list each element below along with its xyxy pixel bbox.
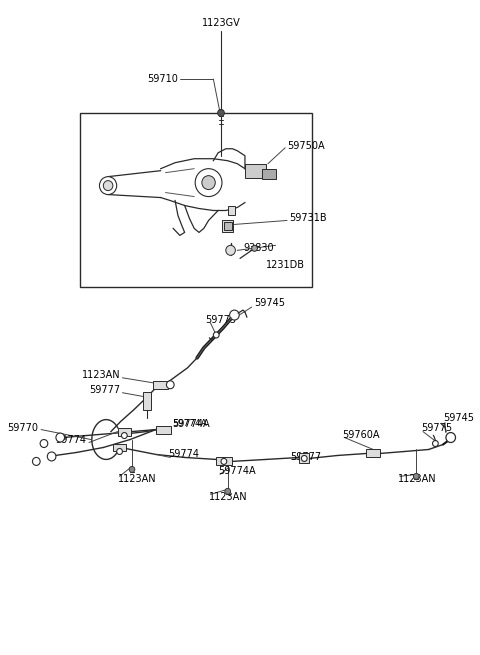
- Bar: [153, 381, 168, 388]
- Text: 1123AN: 1123AN: [398, 474, 437, 484]
- Text: 59760A: 59760A: [343, 430, 380, 440]
- Bar: [216, 457, 231, 466]
- Text: 93830: 93830: [243, 244, 274, 253]
- Text: 59775: 59775: [421, 422, 452, 432]
- Circle shape: [432, 441, 438, 447]
- Text: 59770: 59770: [7, 422, 38, 432]
- Circle shape: [40, 440, 48, 447]
- Circle shape: [99, 177, 117, 195]
- Circle shape: [202, 176, 215, 189]
- Circle shape: [226, 246, 235, 255]
- Bar: [245, 164, 266, 178]
- Text: 59774: 59774: [55, 434, 86, 445]
- Circle shape: [33, 457, 40, 466]
- Circle shape: [167, 381, 174, 388]
- Bar: [222, 221, 233, 233]
- Circle shape: [413, 474, 419, 479]
- Circle shape: [129, 466, 135, 472]
- Circle shape: [56, 433, 64, 442]
- Text: 59745: 59745: [254, 298, 286, 308]
- Bar: [367, 449, 380, 457]
- Bar: [144, 392, 151, 409]
- Circle shape: [103, 181, 113, 191]
- Text: 1231DB: 1231DB: [266, 260, 305, 271]
- Text: 59777: 59777: [89, 384, 120, 395]
- Text: 59774A: 59774A: [218, 466, 256, 476]
- Circle shape: [446, 432, 456, 443]
- Circle shape: [214, 332, 219, 338]
- Text: 1123AN: 1123AN: [209, 493, 247, 502]
- Bar: [224, 223, 231, 231]
- Circle shape: [301, 455, 307, 461]
- Bar: [118, 428, 131, 436]
- Text: 59710: 59710: [147, 74, 178, 84]
- Bar: [300, 453, 309, 464]
- Circle shape: [221, 458, 227, 464]
- Circle shape: [121, 432, 127, 439]
- Circle shape: [217, 109, 224, 117]
- Bar: [80, 113, 312, 287]
- Text: 59774A: 59774A: [172, 419, 210, 428]
- Text: 59750A: 59750A: [287, 141, 324, 151]
- Bar: [228, 206, 235, 215]
- Text: 59774A: 59774A: [172, 419, 207, 428]
- Circle shape: [229, 310, 239, 320]
- Text: 1123GV: 1123GV: [202, 18, 240, 28]
- Circle shape: [225, 489, 230, 495]
- Bar: [156, 426, 171, 434]
- Circle shape: [252, 246, 257, 252]
- Text: 59774: 59774: [168, 449, 199, 459]
- Bar: [262, 169, 276, 179]
- Text: 59731B: 59731B: [289, 214, 326, 223]
- Text: 59745: 59745: [443, 413, 474, 422]
- Text: 59775: 59775: [205, 315, 236, 325]
- Text: 1123AN: 1123AN: [82, 370, 120, 380]
- Circle shape: [195, 169, 222, 196]
- Circle shape: [117, 449, 122, 455]
- Text: 59777: 59777: [290, 453, 321, 462]
- Circle shape: [48, 452, 56, 461]
- Text: 1123AN: 1123AN: [118, 474, 156, 484]
- Bar: [113, 443, 126, 451]
